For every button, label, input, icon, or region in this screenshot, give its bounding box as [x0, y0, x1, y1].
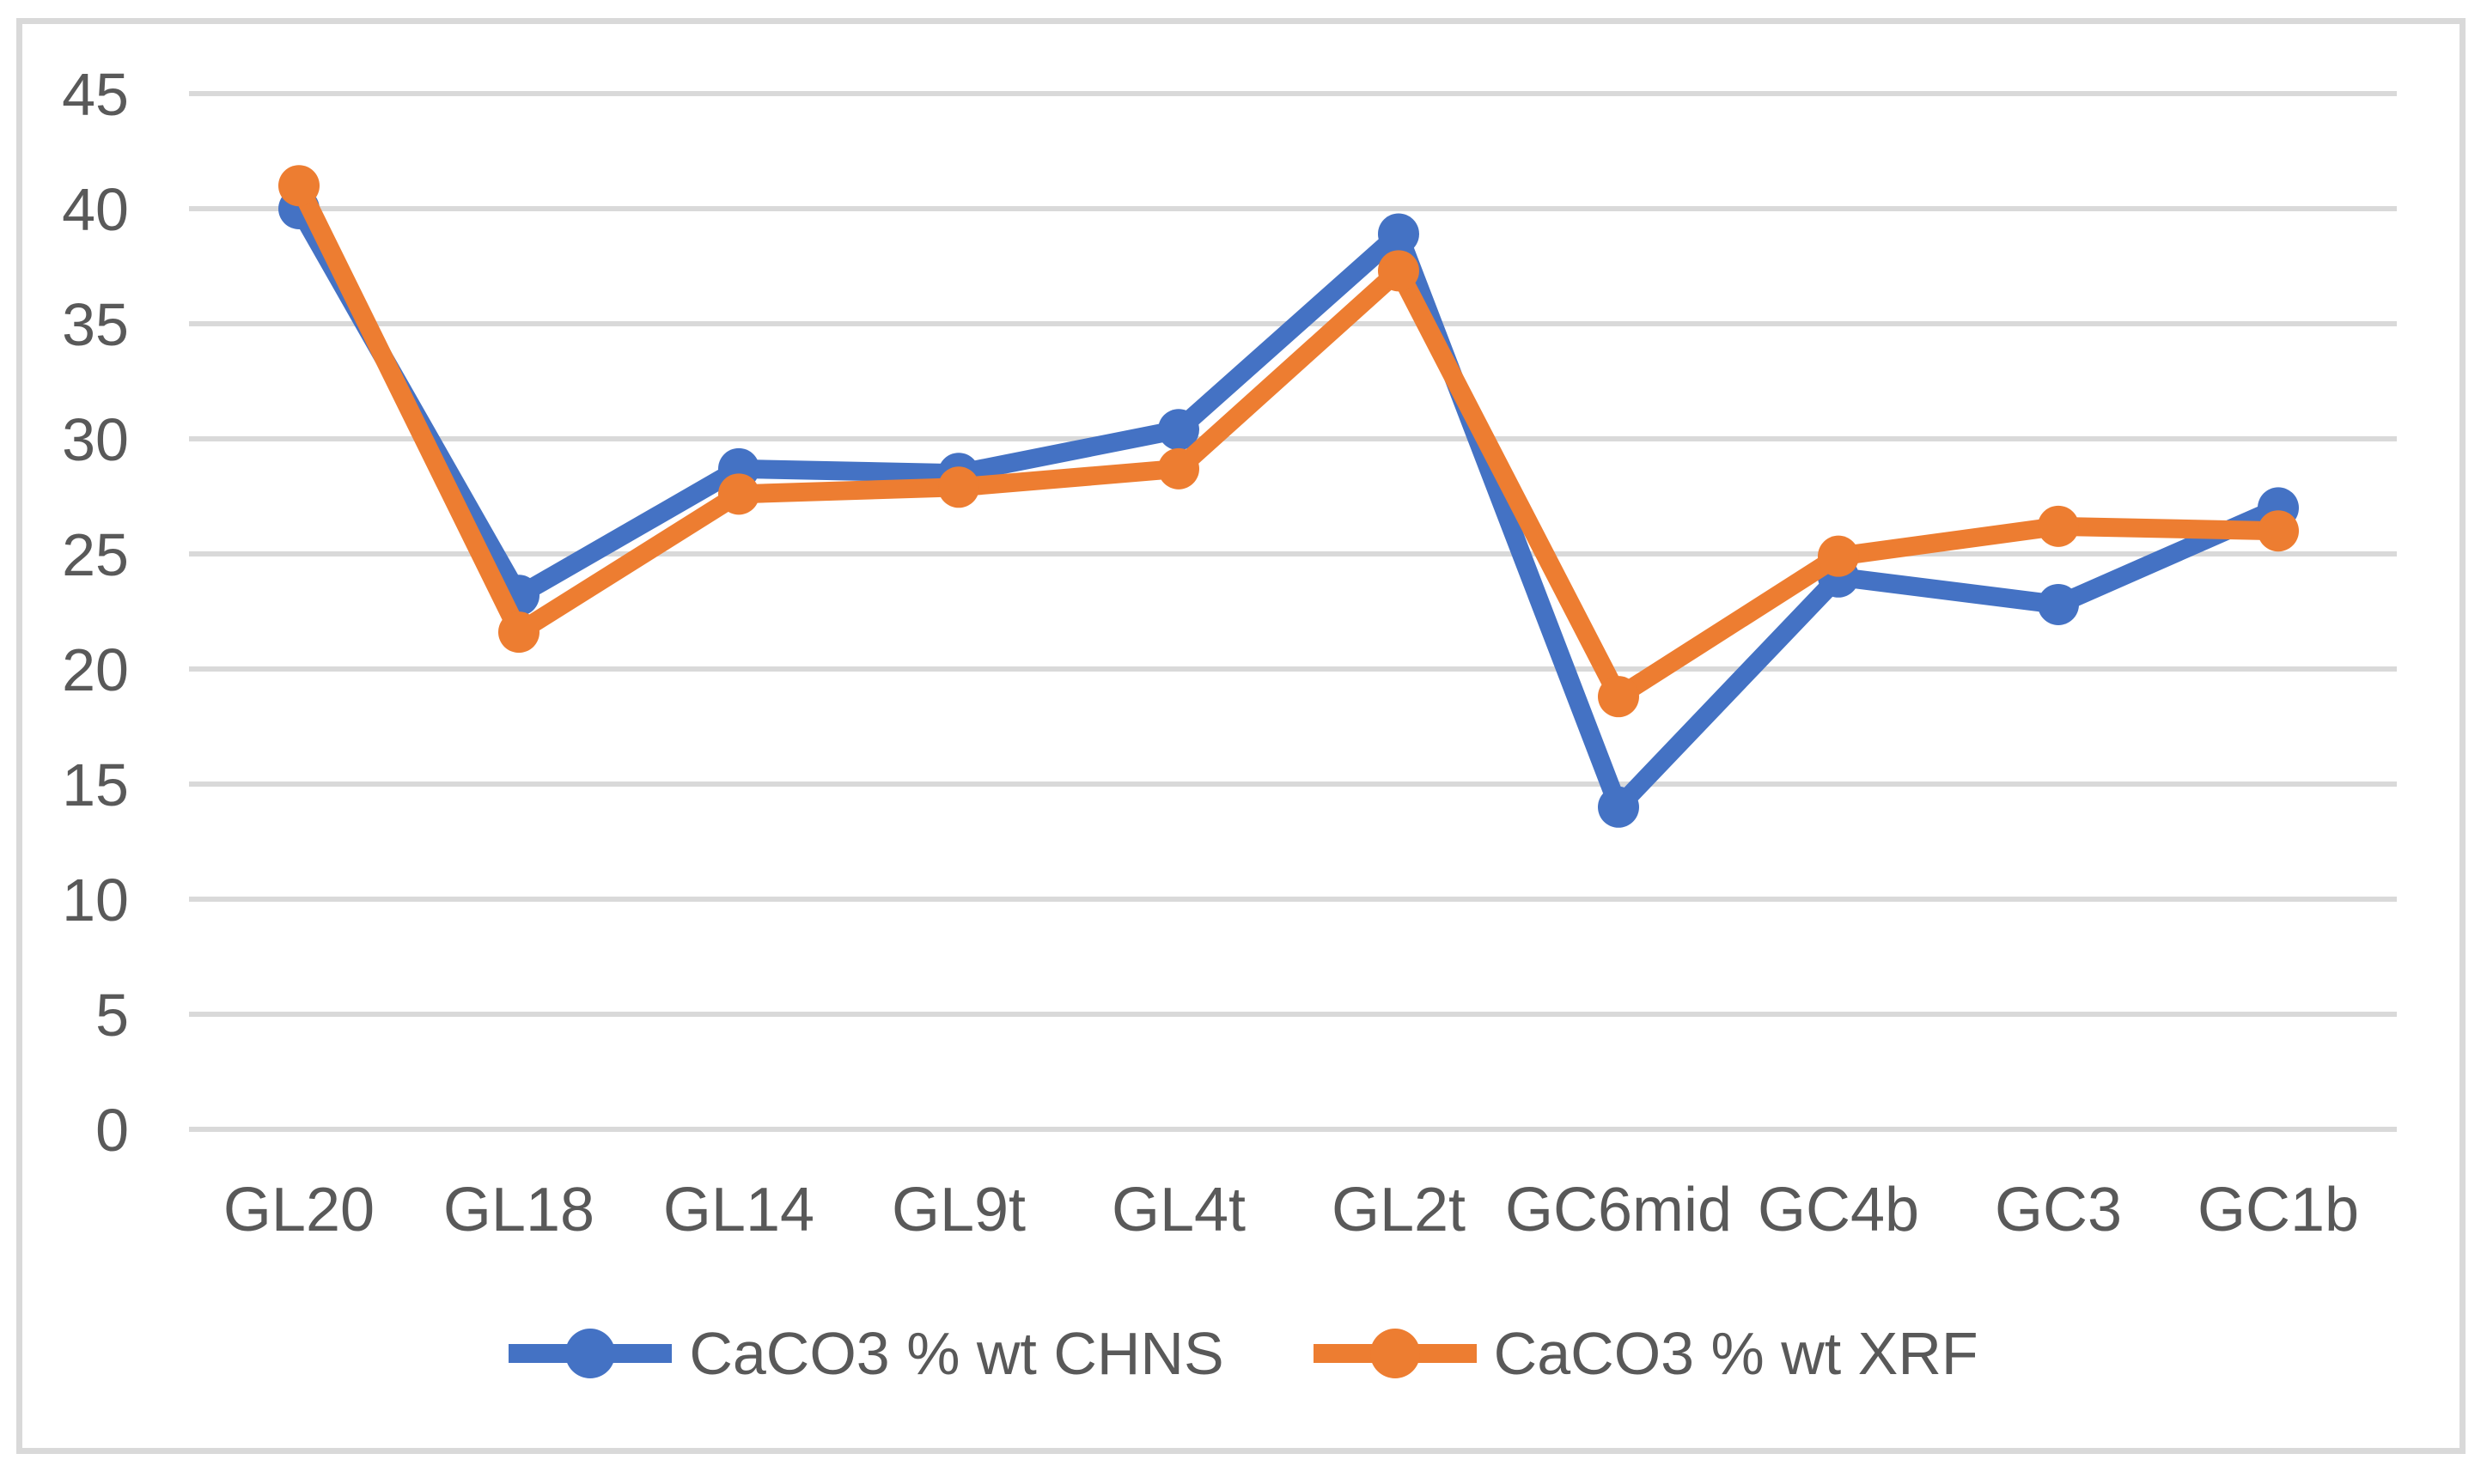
legend-entry-chns: CaCO3 % wt CHNS	[509, 1319, 1224, 1388]
series-line-chns	[290, 199, 2288, 817]
x-tick-label-GL2t: GL2t	[1332, 1176, 1466, 1244]
x-tick-label-GL18: GL18	[443, 1176, 594, 1244]
x-tick-label-GL14: GL14	[663, 1176, 814, 1244]
y-tick-label-40: 40	[62, 176, 129, 243]
marker-xrf-GL2t	[1378, 250, 1419, 292]
marker-xrf-GL20	[278, 165, 320, 207]
x-tick-label-GC3: GC3	[1995, 1176, 2122, 1244]
marker-xrf-GL14	[718, 473, 759, 515]
y-tick-label-15: 15	[62, 751, 129, 818]
x-tick-label-GC6mid: GC6mid	[1505, 1176, 1732, 1244]
chart-border	[16, 18, 2466, 1454]
y-tick-label-20: 20	[62, 636, 129, 703]
x-tick-label-GC4b: GC4b	[1758, 1176, 1919, 1244]
y-tick-label-30: 30	[62, 406, 129, 473]
marker-chns-GC3	[2038, 583, 2079, 625]
y-tick-label-10: 10	[62, 867, 129, 934]
legend: CaCO3 % wt CHNS CaCO3 % wt XRF	[0, 1319, 2487, 1388]
legend-label-xrf: CaCO3 % wt XRF	[1493, 1320, 1978, 1387]
legend-label-chns: CaCO3 % wt CHNS	[689, 1320, 1224, 1387]
marker-xrf-GC4b	[1818, 535, 1859, 577]
legend-marker-xrf-icon	[1313, 1329, 1477, 1378]
marker-xrf-GL9t	[938, 466, 979, 508]
y-tick-label-0: 0	[95, 1097, 129, 1164]
marker-xrf-GC6mid	[1598, 676, 1639, 718]
marker-chns-GC6mid	[1598, 786, 1639, 828]
y-tick-label-25: 25	[62, 521, 129, 588]
x-tick-label-GL9t: GL9t	[892, 1176, 1026, 1244]
y-tick-label-5: 5	[95, 982, 129, 1049]
x-tick-label-GC1b: GC1b	[2197, 1176, 2359, 1244]
marker-xrf-GL18	[498, 611, 539, 654]
x-tick-label-GL20: GL20	[223, 1176, 375, 1244]
y-tick-label-45: 45	[62, 61, 129, 128]
marker-xrf-GC3	[2038, 505, 2079, 547]
legend-entry-xrf: CaCO3 % wt XRF	[1313, 1319, 1978, 1388]
marker-chns-GL2t	[1378, 213, 1419, 255]
legend-marker-chns-icon	[509, 1329, 673, 1378]
y-tick-label-35: 35	[62, 291, 129, 358]
series-line-xrf	[290, 176, 2288, 707]
marker-chns-GL4t	[1158, 409, 1199, 451]
x-tick-label-GL4t: GL4t	[1112, 1176, 1246, 1244]
marker-xrf-GC1b	[2258, 510, 2299, 552]
marker-xrf-GL4t	[1158, 447, 1199, 490]
